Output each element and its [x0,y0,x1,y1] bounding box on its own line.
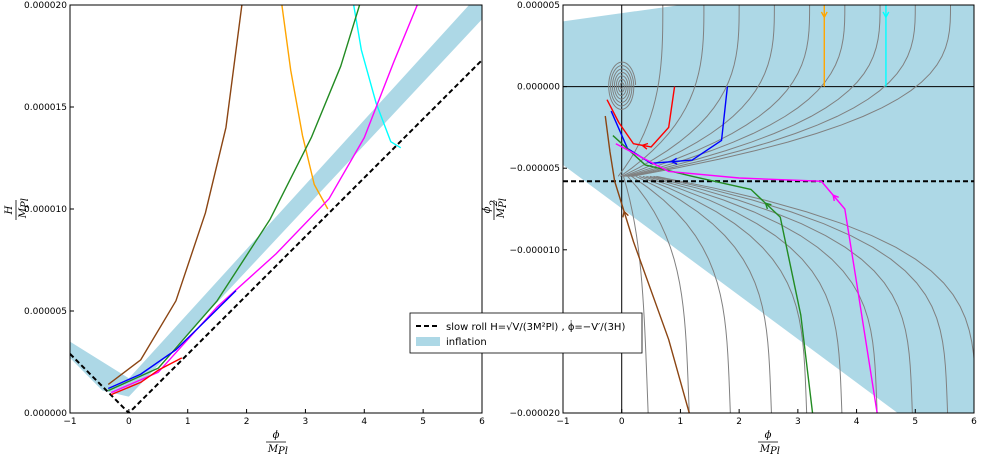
left-x-label-sub: Pl [277,446,288,457]
left-y-label-sub: Pl [20,198,31,209]
left-chart: −1 0 1 2 3 4 5 6 0.000000 0.000005 0.000010 0.00001… [4,1,485,457]
left-series-4 [110,5,418,394]
left-slow-roll-line [70,59,482,413]
left-x-tick-label: 3 [303,417,309,427]
left-y-label-num: H [4,205,15,215]
left-y-tick-label: 0.000020 [24,1,67,11]
left-x-tick-label: 2 [244,417,250,427]
right-series-1-arrow [882,11,890,19]
left-x-tick-label: 4 [361,417,367,427]
left-inflation-band [70,5,482,397]
left-series-5 [110,357,183,396]
right-flow-line-bottom-8 [653,175,949,413]
right-flow-line-top-6 [628,5,881,177]
left-series-2 [353,5,402,149]
left-series-0 [107,5,243,385]
right-x-axis-label: ϕ M Pl [758,430,780,457]
right-inflation-band [563,5,974,413]
right-series-6-arrow [832,194,839,202]
right-y-label-num: ϕ̇ [482,206,493,213]
right-x-label-sub: Pl [769,446,780,457]
right-series-4-arrow [622,210,629,218]
left-series-6 [107,290,237,390]
left-series-1 [281,5,329,210]
right-y-tick-label: −0.000020 [510,409,561,419]
legend-inflation-label: inflation [446,337,487,348]
right-x-tick-label: 0 [619,417,625,427]
right-spiral-attractor [608,61,637,110]
right-y-label-den: M [496,207,507,219]
right-series-2-arrow [640,142,649,150]
right-y-tick-label: 0.000000 [517,83,560,93]
left-x-tick-label: −1 [63,417,76,427]
left-y-tick-label: 0.000010 [24,205,67,215]
right-series-5 [612,135,814,413]
right-plot-frame [562,4,975,414]
right-x-tick-label: 4 [854,417,860,427]
right-flow-line-top-8 [632,5,952,177]
right-flow-line-top-0 [617,5,664,177]
right-flow-line-top-7 [630,5,916,177]
right-flow-line-bottom-7 [649,175,913,413]
right-x-tick-label: 5 [912,417,918,427]
right-flow-line-bottom-2 [631,175,731,413]
left-x-tick-label: 6 [479,417,485,427]
right-series-6 [615,143,878,413]
right-flow-line-bottom-4 [639,175,808,413]
right-series-0-arrow [820,11,828,19]
left-y-tick-label: 0.000005 [24,307,67,317]
right-series-5-arrow [764,202,772,210]
right-chart: −10123456−0.000020−0.000015−0.000010−0.0… [482,1,977,457]
legend-inflation-swatch [416,337,440,346]
left-x-tick-label: 0 [126,417,132,427]
right-y-tick-label: −0.000005 [510,164,560,174]
right-y-label-sup: 2 [489,200,500,207]
right-flow-line-top-4 [625,5,811,177]
right-flow-line-top-3 [623,5,775,177]
left-x-tick-label: 1 [185,417,191,427]
right-flow-line-bottom-1 [627,176,690,413]
left-y-tick-label: 0.000015 [24,103,67,113]
right-x-tick-label: 1 [678,417,684,427]
right-flow-line-bottom-3 [635,175,772,413]
right-x-tick-label: 6 [971,417,977,427]
right-flow-line-bottom-0 [622,176,649,413]
right-y-tick-label: 0.000005 [517,1,560,11]
left-series-3 [107,5,361,392]
legend-box [409,312,643,354]
right-flow-line-bottom-5 [642,175,843,413]
left-y-tick-label: 0.000000 [24,409,67,419]
right-x-label-num: ϕ [765,430,772,441]
right-x-tick-label: −1 [556,417,569,427]
right-y-axis-label: ϕ̇ M Pl 2 [482,198,509,220]
right-flow-line-top-5 [627,5,846,177]
left-x-label-num: ϕ [273,430,280,441]
left-x-axis-label: ϕ M Pl [266,430,288,457]
legend: slow roll H=√V/(3M²Pl) , ϕ̇=−V′/(3H) inf… [409,312,643,354]
left-x-label-den: M [267,444,279,455]
left-x-tick-label: 5 [420,417,426,427]
legend-slow-roll-label: slow roll H=√V/(3M²Pl) , ϕ̇=−V′/(3H) [446,319,625,333]
right-y-label-sub: Pl [498,198,509,209]
left-y-axis-label: H M Pl [4,198,31,220]
right-flow-line-top-1 [619,5,705,177]
left-y-label-den: M [18,207,29,219]
right-x-label-den: M [759,444,771,455]
right-x-tick-label: 2 [736,417,742,427]
right-x-tick-label: 3 [795,417,801,427]
right-flow-line-bottom-9 [656,175,974,364]
right-flow-line-top-2 [621,5,740,177]
right-series-3-arrow [670,157,678,165]
right-y-tick-label: −0.000010 [510,246,561,256]
